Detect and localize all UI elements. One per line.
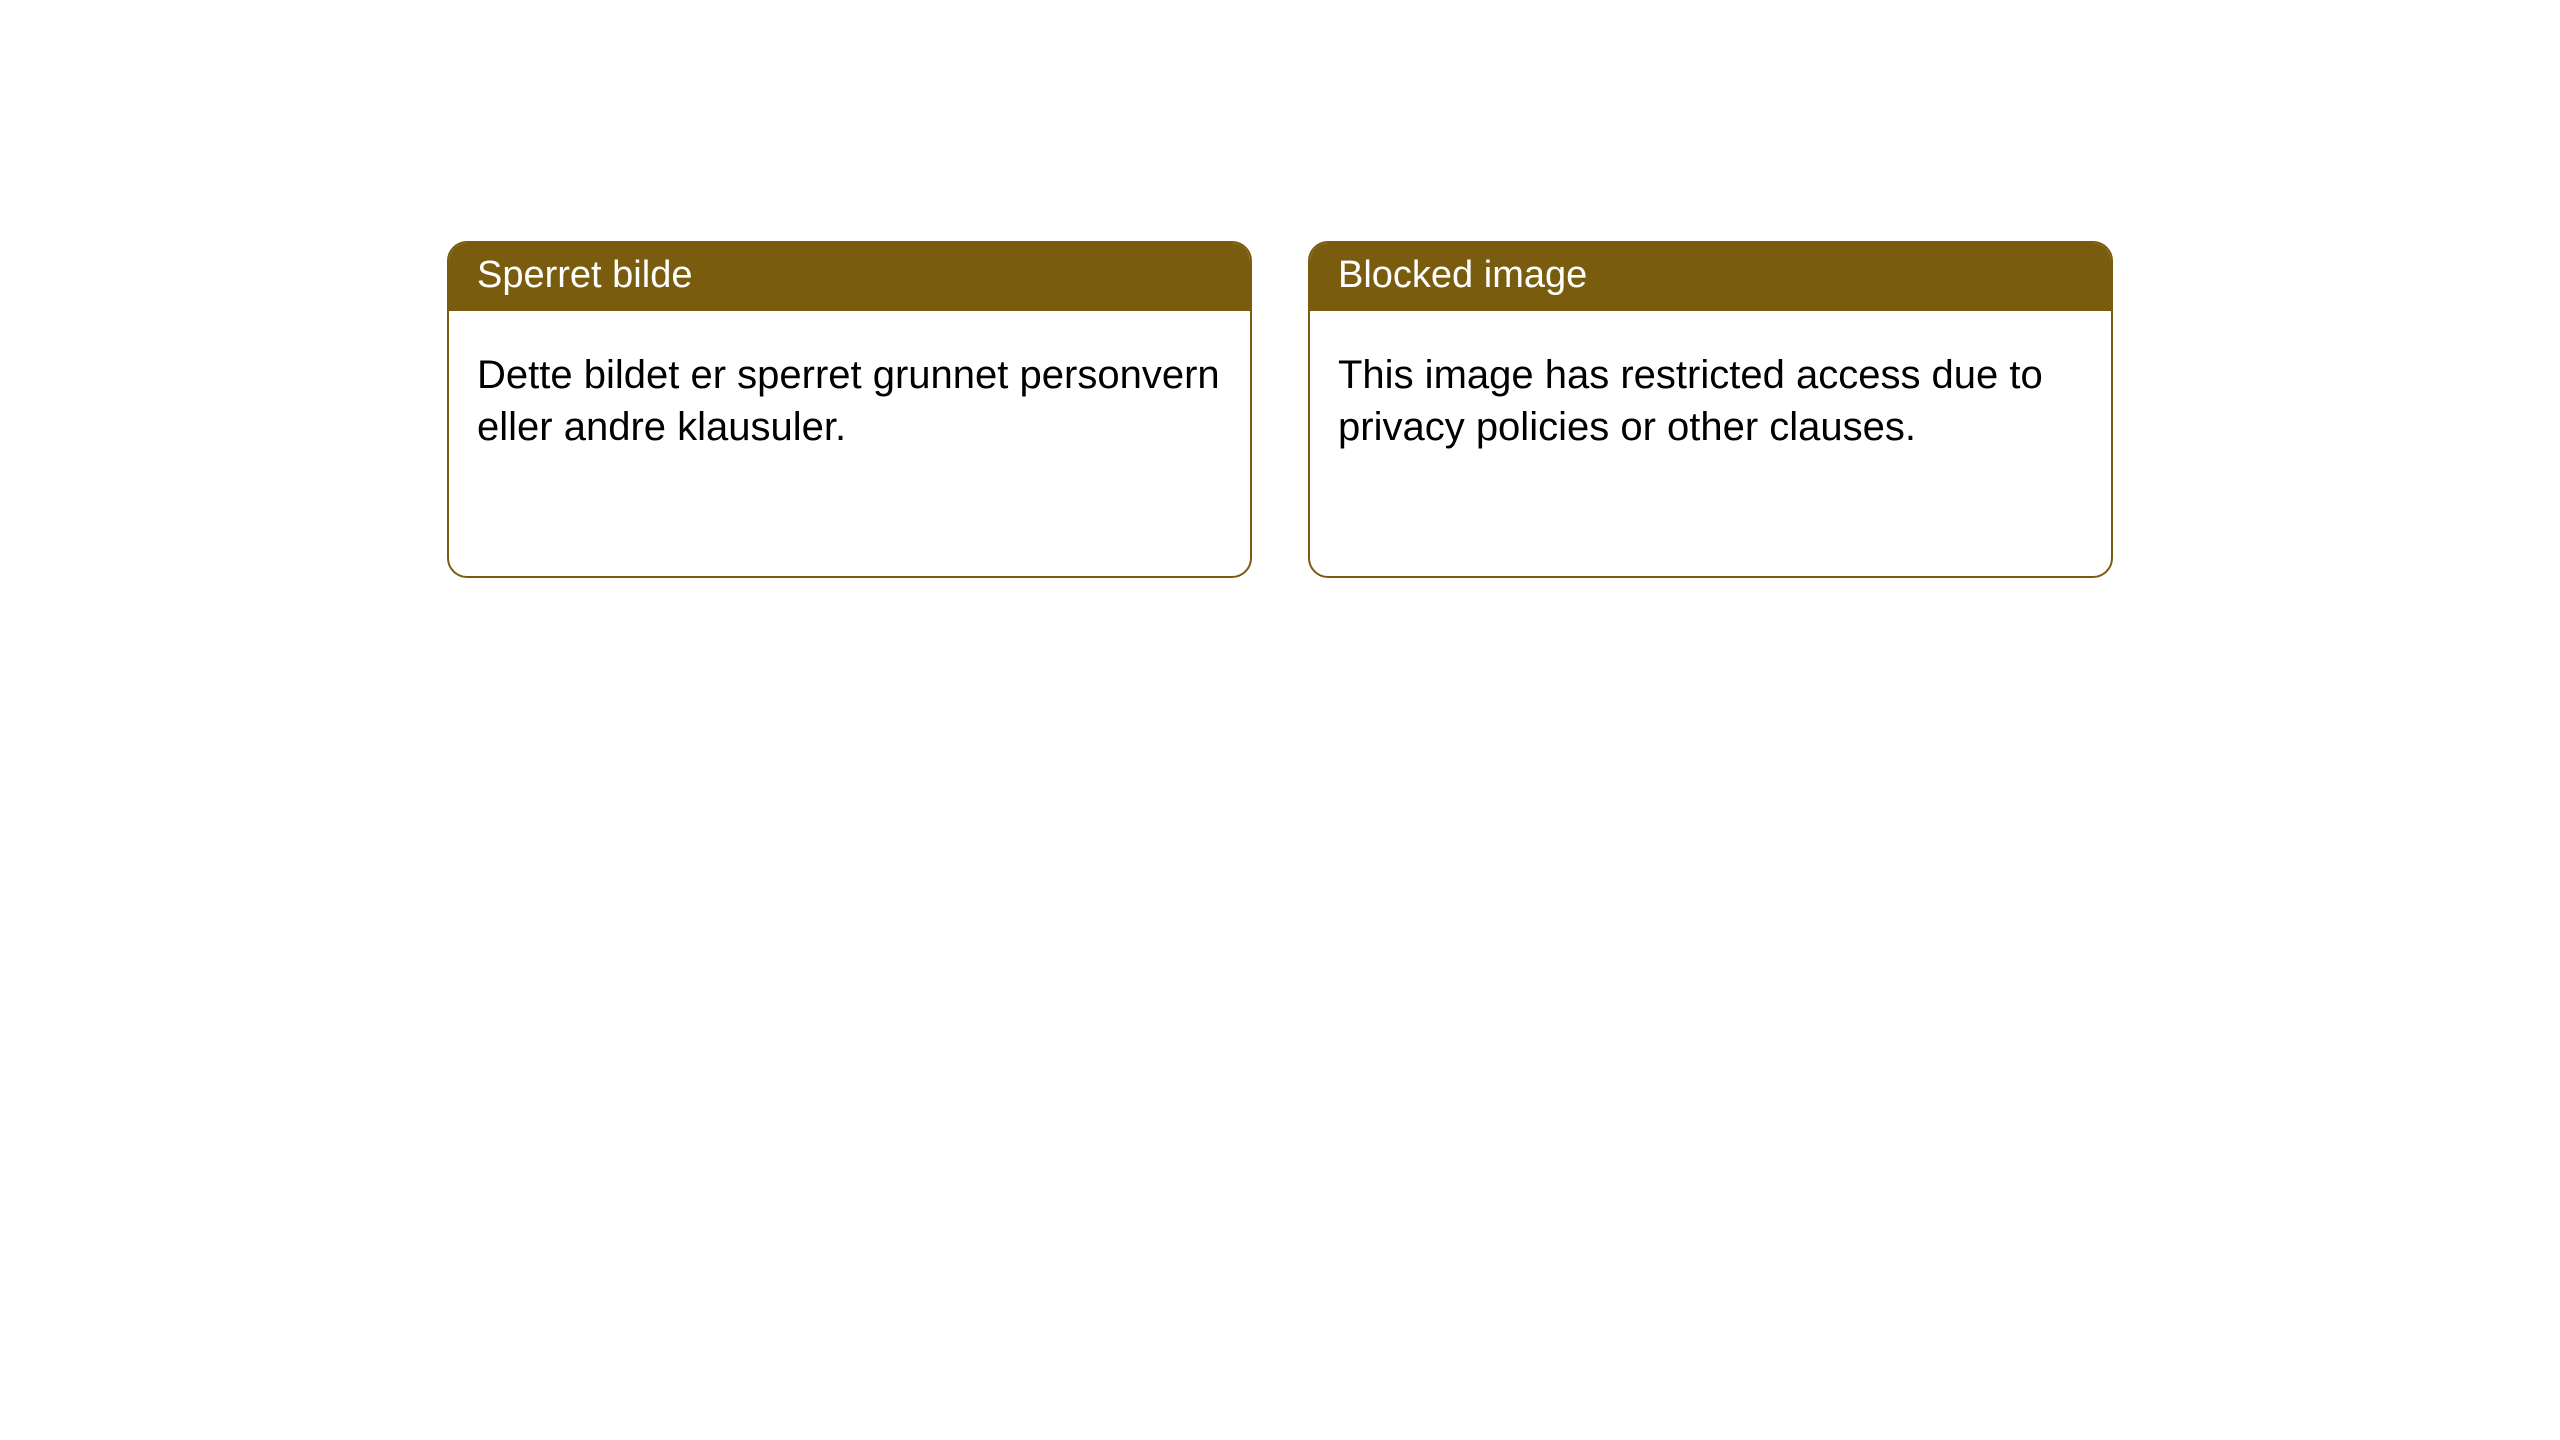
notice-title-en: Blocked image [1310,243,2111,311]
notice-container: Sperret bilde Dette bildet er sperret gr… [0,0,2560,578]
notice-body-en: This image has restricted access due to … [1310,311,2111,483]
notice-card-en: Blocked image This image has restricted … [1308,241,2113,578]
notice-card-no: Sperret bilde Dette bildet er sperret gr… [447,241,1252,578]
notice-title-no: Sperret bilde [449,243,1250,311]
notice-body-no: Dette bildet er sperret grunnet personve… [449,311,1250,483]
